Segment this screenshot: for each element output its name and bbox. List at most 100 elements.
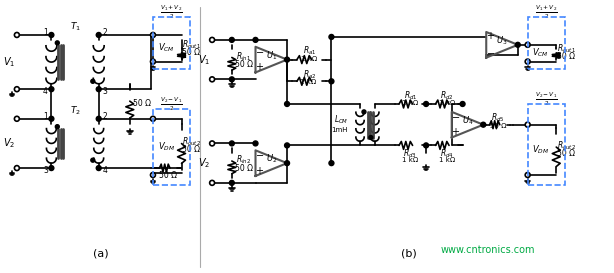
Circle shape: [96, 87, 101, 92]
Circle shape: [55, 41, 60, 45]
Text: $R_{d2}$: $R_{d2}$: [440, 90, 454, 102]
Text: $-$: $-$: [451, 111, 460, 121]
Text: 3: 3: [43, 165, 48, 174]
Circle shape: [96, 166, 101, 171]
Text: 1 kΩ: 1 kΩ: [300, 79, 316, 85]
Circle shape: [525, 173, 530, 177]
Text: $V_2$: $V_2$: [198, 156, 211, 170]
Text: $U_2$: $U_2$: [266, 153, 277, 165]
Circle shape: [209, 180, 214, 185]
Text: 1: 1: [43, 112, 48, 121]
Circle shape: [209, 77, 214, 82]
Circle shape: [150, 173, 155, 177]
Text: $-$: $-$: [486, 47, 495, 57]
Circle shape: [49, 166, 54, 171]
Text: 1 kΩ: 1 kΩ: [301, 56, 317, 62]
Text: 2: 2: [103, 28, 107, 37]
Text: $+$: $+$: [451, 126, 460, 137]
Circle shape: [230, 37, 235, 42]
Text: 1 kΩ: 1 kΩ: [402, 100, 418, 106]
Circle shape: [253, 141, 258, 146]
Text: $V_1$: $V_1$: [198, 53, 211, 67]
Circle shape: [150, 59, 155, 64]
Text: $\frac{V_2-V_1}{2}$: $\frac{V_2-V_1}{2}$: [160, 95, 183, 113]
Text: 50 Ω: 50 Ω: [133, 99, 150, 108]
Circle shape: [49, 116, 54, 121]
Circle shape: [150, 32, 155, 37]
Circle shape: [369, 135, 373, 140]
Text: 50 Ω: 50 Ω: [182, 145, 200, 154]
Text: $R_{d1}$: $R_{d1}$: [403, 90, 417, 102]
Circle shape: [362, 110, 366, 114]
Circle shape: [55, 125, 60, 129]
Text: $V_{CM}$: $V_{CM}$: [532, 47, 548, 60]
Circle shape: [14, 116, 19, 121]
Text: $R_{in2}$: $R_{in2}$: [236, 154, 251, 167]
Text: $R_{out1}$: $R_{out1}$: [182, 38, 201, 51]
Circle shape: [230, 180, 235, 185]
Circle shape: [424, 143, 429, 148]
Circle shape: [49, 87, 54, 92]
Bar: [527, 104, 565, 185]
Text: 1mH: 1mH: [332, 127, 348, 133]
Text: $V_1$: $V_1$: [3, 55, 15, 69]
Text: 50 Ω: 50 Ω: [235, 60, 253, 69]
Text: www.cntronics.com: www.cntronics.com: [441, 245, 535, 255]
Text: (b): (b): [402, 249, 417, 259]
Text: $L_{CM}$: $L_{CM}$: [334, 114, 348, 126]
Circle shape: [525, 42, 530, 47]
Circle shape: [91, 158, 95, 162]
Text: $T_2$: $T_2$: [69, 105, 80, 117]
Text: 1 kΩ: 1 kΩ: [402, 157, 418, 163]
Text: 2: 2: [103, 112, 107, 121]
Text: $+$: $+$: [255, 165, 264, 176]
Text: 1: 1: [43, 28, 48, 37]
Circle shape: [460, 102, 465, 106]
Text: $R_{a2}$: $R_{a2}$: [303, 68, 316, 81]
Text: $R_{in1}$: $R_{in1}$: [236, 51, 251, 63]
Text: $\frac{V_1+V_2}{2}$: $\frac{V_1+V_2}{2}$: [160, 4, 183, 21]
Text: $U_3$: $U_3$: [496, 35, 508, 47]
Circle shape: [14, 166, 19, 171]
Text: $V_{CM}$: $V_{CM}$: [158, 41, 174, 54]
Text: $R_{d3}$: $R_{d3}$: [403, 147, 417, 159]
Text: 3: 3: [102, 87, 107, 96]
Text: $+$: $+$: [486, 31, 495, 41]
Text: $V_{DM}$: $V_{DM}$: [532, 144, 549, 156]
Bar: [153, 109, 190, 185]
Text: $+$: $+$: [255, 61, 264, 72]
Circle shape: [424, 102, 429, 106]
Bar: [153, 17, 190, 69]
Text: $V_{DM}$: $V_{DM}$: [158, 141, 175, 153]
Text: (a): (a): [93, 249, 109, 259]
Text: $R_{d4}$: $R_{d4}$: [440, 147, 454, 159]
Text: $V_2$: $V_2$: [3, 136, 15, 150]
Text: 50 Ω: 50 Ω: [557, 52, 575, 61]
Circle shape: [329, 79, 334, 84]
Text: $U_1$: $U_1$: [266, 49, 277, 62]
Text: 4: 4: [102, 165, 107, 174]
Text: 50 Ω: 50 Ω: [235, 164, 253, 173]
Bar: [527, 17, 565, 69]
Text: 4: 4: [43, 87, 48, 96]
Text: $\frac{V_2-V_1}{2}$: $\frac{V_2-V_1}{2}$: [535, 90, 558, 108]
Circle shape: [14, 32, 19, 37]
Circle shape: [91, 79, 95, 83]
Text: $-$: $-$: [255, 149, 264, 159]
Circle shape: [150, 116, 155, 121]
Circle shape: [230, 141, 235, 146]
Circle shape: [230, 77, 235, 82]
Text: $U_4$: $U_4$: [462, 114, 473, 127]
Circle shape: [285, 161, 290, 166]
Text: 50 Ω: 50 Ω: [159, 171, 177, 180]
Circle shape: [14, 87, 19, 92]
Circle shape: [49, 32, 54, 37]
Text: 1 kΩ: 1 kΩ: [438, 157, 455, 163]
Text: $R_{a1}$: $R_{a1}$: [303, 44, 316, 57]
Text: $R_{out2}$: $R_{out2}$: [557, 139, 575, 152]
Text: $R_{d5}$: $R_{d5}$: [491, 112, 505, 124]
Circle shape: [209, 37, 214, 42]
Circle shape: [329, 161, 334, 166]
Text: 50 Ω: 50 Ω: [490, 123, 507, 129]
Text: 50 Ω: 50 Ω: [557, 149, 575, 158]
